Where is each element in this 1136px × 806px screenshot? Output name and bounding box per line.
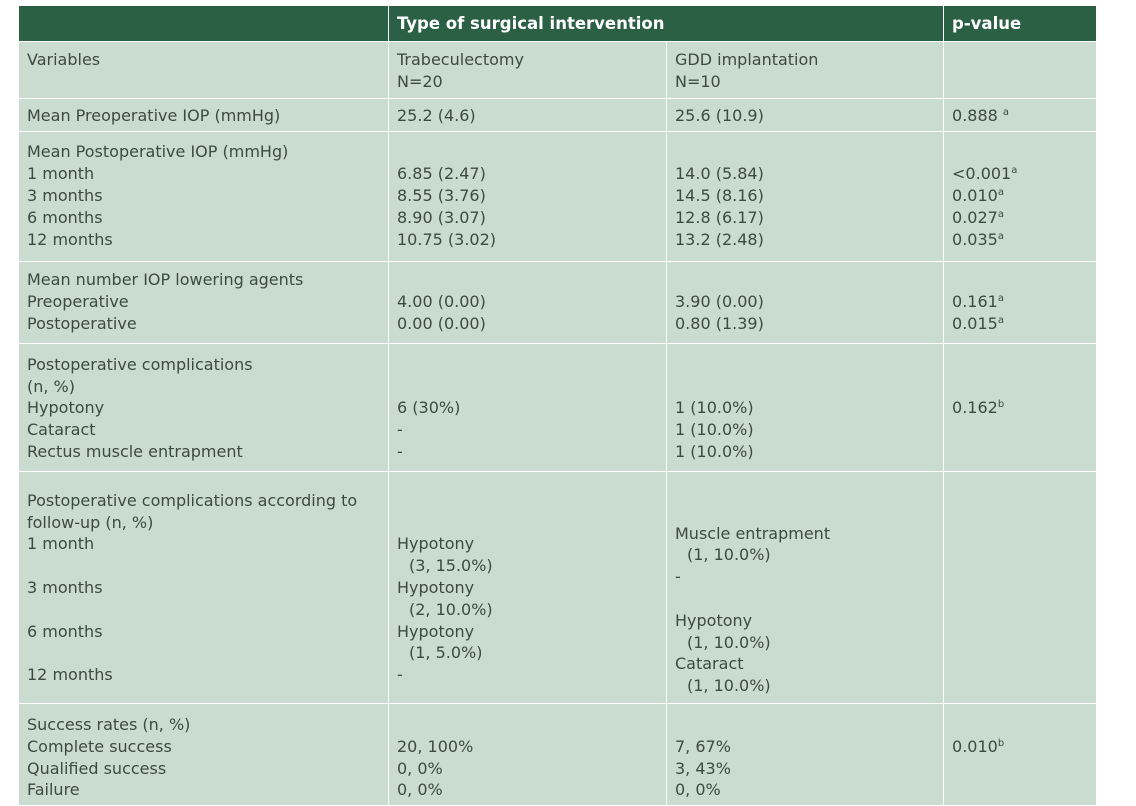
table-row: Mean Postoperative IOP (mmHg) 1 month 3 … <box>18 131 1098 263</box>
complications-trab: 6 (30%) - - <box>388 342 667 472</box>
followup-gdd: Muscle entrapment (1, 10.0%) - Hypotony … <box>665 470 945 704</box>
subheader-row: Variables Trabeculectomy N=20 GDD implan… <box>18 41 1098 99</box>
complications-gdd: 1 (10.0%) 1 (10.0%) 1 (10.0%) <box>665 342 945 472</box>
variables-label: Variables <box>18 41 389 99</box>
postop-iop-label: Mean Postoperative IOP (mmHg) <box>27 142 289 162</box>
agents-p: 0.161a 0.015a <box>943 261 1098 344</box>
agents-label: Mean number IOP lowering agents <box>27 270 304 290</box>
table-row: Mean Preoperative IOP (mmHg) 25.2 (4.6) … <box>18 97 1098 133</box>
success-labels: Success rates (n, %) Complete success Qu… <box>18 702 389 806</box>
table-row: Postoperative complications according to… <box>18 470 1098 704</box>
success-gdd: 7, 67% 3, 43% 0, 0% <box>665 702 945 806</box>
agents-gdd: 3.90 (0.00) 0.80 (1.39) <box>665 261 945 344</box>
gdd-name: GDD implantation <box>675 50 819 69</box>
postop-iop-trab: 6.85 (2.47) 8.55 (3.76) 8.90 (3.07) 10.7… <box>388 131 667 263</box>
complications-p: 0.162b <box>943 342 1098 472</box>
header-type-of-intervention: Type of surgical intervention <box>387 5 945 42</box>
followup-labels: Postoperative complications according to… <box>18 470 389 704</box>
success-trab: 20, 100% 0, 0% 0, 0% <box>388 702 667 806</box>
postop-iop-p: <0.001a 0.010a 0.027a 0.035a <box>943 131 1098 263</box>
trabeculectomy-n: N=20 <box>397 71 443 91</box>
header-p-value: p-value <box>943 5 1098 42</box>
preop-iop-trab: 25.2 (4.6) <box>388 97 667 133</box>
complications-labels: Postoperative complications (n, %) Hypot… <box>18 342 389 472</box>
table-row: Postoperative complications (n, %) Hypot… <box>18 342 1098 472</box>
table-row: Mean number IOP lowering agents Preopera… <box>18 261 1098 344</box>
postop-iop-labels: Mean Postoperative IOP (mmHg) 1 month 3 … <box>18 131 389 263</box>
preop-iop-label: Mean Preoperative IOP (mmHg) <box>18 97 389 133</box>
trabeculectomy-name: Trabeculectomy <box>397 50 524 69</box>
postop-iop-3m-label: 3 months <box>27 185 103 205</box>
preop-iop-gdd: 25.6 (10.9) <box>665 97 945 133</box>
agents-trab: 4.00 (0.00) 0.00 (0.00) <box>388 261 667 344</box>
postop-iop-1m-label: 1 month <box>27 164 95 184</box>
followup-p-blank <box>943 470 1098 704</box>
gdd-header: GDD implantation N=10 <box>665 41 945 99</box>
trabeculectomy-header: Trabeculectomy N=20 <box>388 41 667 99</box>
gdd-n: N=10 <box>675 71 721 91</box>
postop-iop-12m-label: 12 months <box>27 229 113 249</box>
subheader-p-blank <box>943 41 1098 99</box>
followup-trab: Hypotony (3, 15.0%) Hypotony (2, 10.0%) … <box>388 470 667 704</box>
postop-iop-gdd: 14.0 (5.84) 14.5 (8.16) 12.8 (6.17) 13.2… <box>665 131 945 263</box>
table-row: Success rates (n, %) Complete success Qu… <box>18 702 1098 806</box>
results-table: Type of surgical intervention p-value Va… <box>18 5 1098 806</box>
agents-labels: Mean number IOP lowering agents Preopera… <box>18 261 389 344</box>
success-p: 0.010b <box>943 702 1098 806</box>
preop-iop-p: 0.888 a <box>943 97 1098 133</box>
table-header-row: Type of surgical intervention p-value <box>18 5 1098 42</box>
header-blank-cell <box>18 5 389 42</box>
postop-iop-6m-label: 6 months <box>27 207 103 227</box>
